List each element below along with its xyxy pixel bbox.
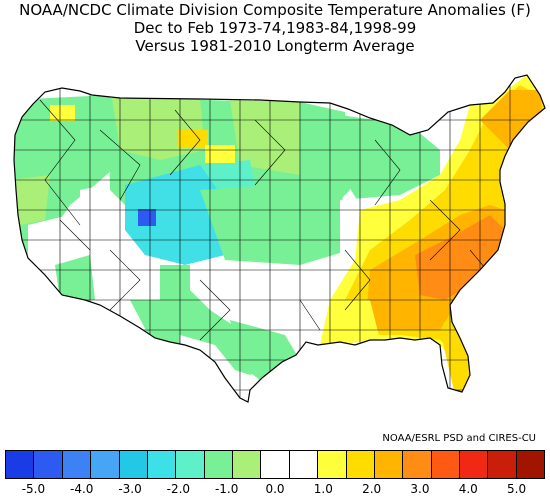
color-bar-tick-label: 5.0: [507, 482, 527, 496]
color-bar-tick-label: 4.0: [458, 482, 478, 496]
map-title: NOAA/NCDC Climate Division Composite Tem…: [19, 1, 531, 19]
color-bar-swatch: [431, 451, 460, 478]
color-bar-swatch: [516, 451, 545, 478]
map-baseline: Versus 1981-2010 Longterm Average: [135, 37, 415, 55]
color-bar-tick-label: -5.0: [21, 482, 46, 496]
map-period: Dec to Feb 1973-74,1983-84,1998-99: [133, 19, 417, 37]
color-bar-tick-label: -3.0: [118, 482, 142, 496]
color-bar-tick-label: 1.0: [313, 482, 333, 496]
anomaly-regions: [14, 75, 545, 402]
color-bar-swatch: [6, 451, 35, 478]
color-bar-tick-label: -1.0: [214, 482, 239, 496]
color-bar-swatch: [374, 451, 404, 478]
region-nd-yellow: [178, 130, 208, 148]
region-california-green: [14, 175, 50, 225]
color-bar-swatch: [346, 451, 375, 478]
region-central-plains: [200, 180, 350, 265]
color-bar-swatch: [147, 451, 177, 478]
color-bar-swatch: [318, 451, 347, 478]
color-bar-tick-label: -2.0: [166, 482, 191, 496]
color-bar-swatch: [62, 451, 92, 478]
region-dakota-yellowgreen: [230, 100, 300, 175]
region-socal-green: [55, 255, 95, 300]
color-bar-tick-label: 2.0: [362, 482, 382, 496]
color-bar-tick-label: 3.0: [410, 482, 430, 496]
color-bar-swatch: [91, 451, 120, 478]
color-bar: [5, 450, 545, 479]
credit-label: NOAA/ESRL PSD and CIRES-CU: [382, 433, 536, 444]
region-carolinas-orange: [415, 215, 505, 300]
color-bar-swatch: [233, 451, 262, 478]
color-bar-tick-label: -4.0: [70, 482, 94, 496]
region-az-green: [130, 300, 180, 345]
color-bar-swatch: [488, 451, 517, 478]
division-boundaries: [14, 75, 545, 402]
color-bar-swatch: [460, 451, 489, 478]
color-bar-swatch: [204, 451, 233, 478]
region-wa-yellow: [50, 105, 75, 121]
color-bar-swatch: [119, 451, 148, 478]
color-bar-ticks: -5.0 -4.0 -3.0 -2.0 -1.0 0.0 1.0 2.0 3.0 4.0 5.0: [5, 480, 545, 497]
region-gulf-yellow: [330, 300, 380, 345]
color-bar-swatch: [34, 451, 63, 478]
color-bar-swatch: [176, 451, 205, 478]
region-nd-yellow2: [205, 145, 235, 163]
color-bar-tick-label: 0.0: [265, 482, 285, 496]
region-blue-cell: [138, 209, 156, 226]
region-texas-white: [190, 265, 330, 350]
us-anomaly-map: [13, 74, 546, 403]
color-bar-swatch: [289, 451, 319, 478]
color-bar-swatch: [261, 451, 290, 478]
color-bar-swatch: [403, 451, 432, 478]
